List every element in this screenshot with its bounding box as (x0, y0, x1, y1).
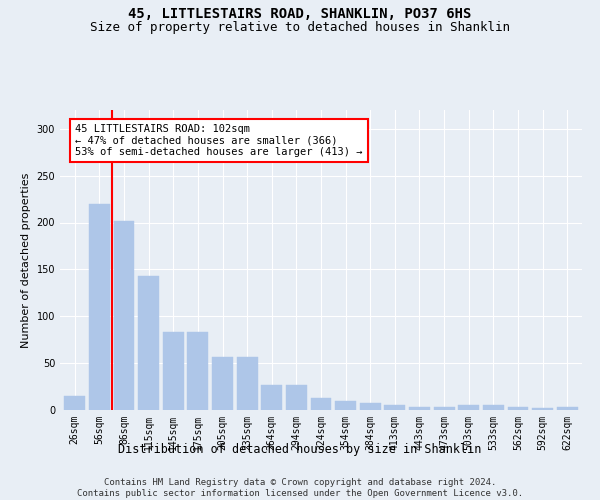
Bar (89, 204, 110, 410)
Text: 45 LITTLESTAIRS ROAD: 102sqm
← 47% of detached houses are smaller (366)
53% of s: 45 LITTLESTAIRS ROAD: 102sqm ← 47% of de… (75, 124, 362, 158)
Bar (360, 402, 381, 410)
Bar (187, 332, 208, 410)
Bar (261, 384, 282, 410)
Bar (557, 407, 578, 410)
Text: Distribution of detached houses by size in Shanklin: Distribution of detached houses by size … (118, 442, 482, 456)
Bar (163, 332, 184, 410)
Bar (113, 220, 134, 410)
Bar (508, 407, 529, 410)
Bar (458, 406, 479, 410)
Text: Contains HM Land Registry data © Crown copyright and database right 2024.
Contai: Contains HM Land Registry data © Crown c… (77, 478, 523, 498)
Bar (483, 406, 504, 410)
Y-axis label: Number of detached properties: Number of detached properties (21, 172, 31, 348)
Bar (286, 384, 307, 410)
Bar (212, 356, 233, 410)
Bar (335, 400, 356, 410)
Bar (311, 398, 331, 410)
Bar (385, 406, 406, 410)
Text: Size of property relative to detached houses in Shanklin: Size of property relative to detached ho… (90, 21, 510, 34)
Bar (236, 356, 257, 410)
Bar (409, 407, 430, 410)
Bar (64, 396, 85, 410)
Bar (532, 408, 553, 410)
Text: 45, LITTLESTAIRS ROAD, SHANKLIN, PO37 6HS: 45, LITTLESTAIRS ROAD, SHANKLIN, PO37 6H… (128, 8, 472, 22)
Bar (138, 276, 159, 410)
Bar (434, 407, 455, 410)
